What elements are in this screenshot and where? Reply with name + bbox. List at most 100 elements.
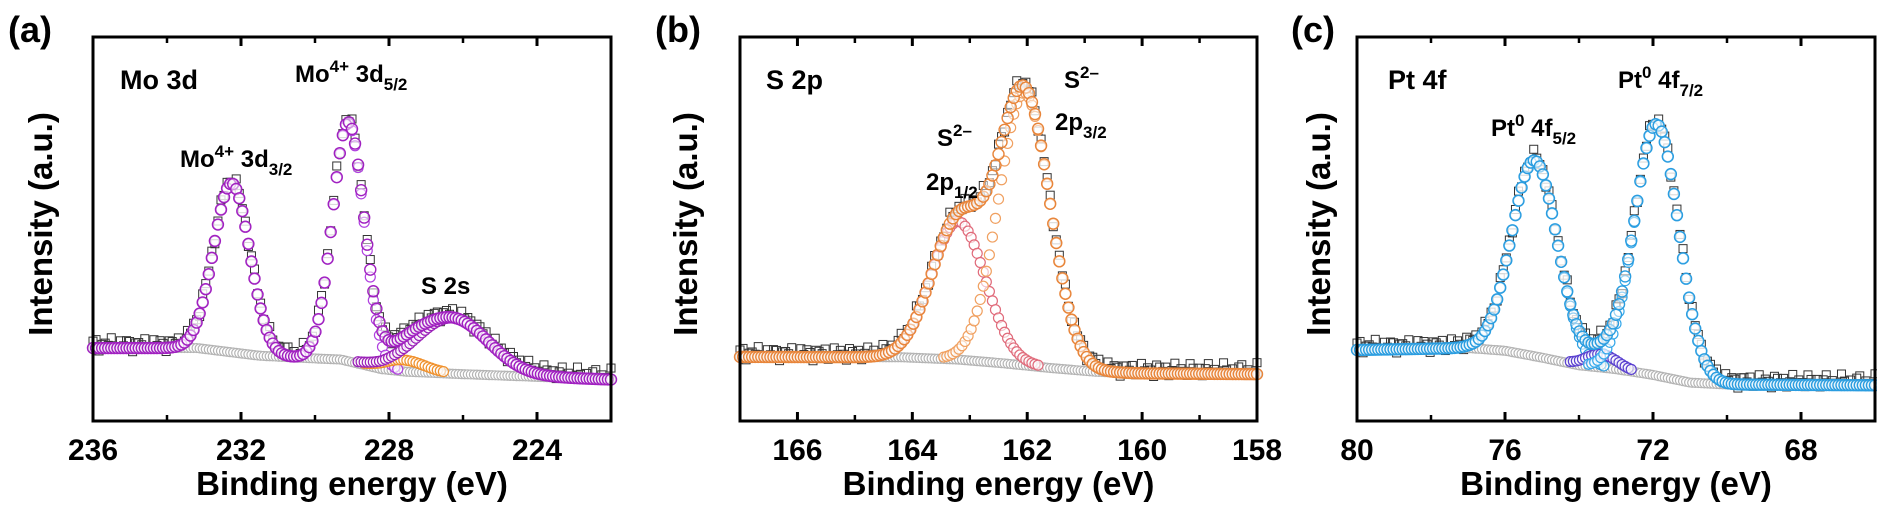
envelope-point <box>370 302 383 315</box>
envelope-point <box>995 135 1008 149</box>
x-tick-label: 166 <box>772 434 822 467</box>
x-tick-label: 80 <box>1340 434 1373 467</box>
fit-component-3 <box>1582 118 1732 389</box>
envelope-point <box>1609 308 1623 321</box>
envelope-point <box>1050 236 1063 250</box>
raw-data-point <box>557 362 567 372</box>
envelope-point <box>1059 287 1072 300</box>
raw-data-series <box>735 76 1262 381</box>
plot-frame <box>91 35 613 423</box>
envelope-point <box>1056 272 1069 285</box>
envelope-point <box>315 296 328 310</box>
annotation-subscript: 5/2 <box>384 75 408 94</box>
envelope-point <box>364 263 377 276</box>
envelope-point <box>321 252 334 265</box>
fit-envelope-series <box>86 116 618 386</box>
annotation-base: S <box>1064 67 1080 94</box>
envelope-point <box>1031 122 1045 135</box>
envelope-point <box>1561 285 1574 298</box>
annotation-base: 2p <box>1055 109 1083 136</box>
annotation-base: S 2s <box>421 273 470 300</box>
envelope-point <box>1509 208 1522 222</box>
envelope-point <box>1554 255 1568 268</box>
envelope-point <box>1065 313 1078 326</box>
envelope-point <box>1628 214 1641 228</box>
x-axis-label: Binding energy (eV) <box>196 465 508 502</box>
envelope-point <box>1640 141 1653 155</box>
envelope-point <box>1515 181 1528 194</box>
annotation-orbital: 3d <box>234 146 269 173</box>
annotation-base: Pt <box>1618 67 1642 94</box>
x-tick-label: 228 <box>364 434 414 467</box>
envelope-point <box>312 312 325 326</box>
x-axis-label: Binding energy (eV) <box>1460 465 1772 502</box>
envelope-point <box>1621 253 1635 266</box>
envelope-point <box>1673 230 1687 244</box>
raw-data-point <box>332 161 342 171</box>
envelope-point <box>1667 187 1681 201</box>
envelope-point <box>1047 217 1060 230</box>
envelope-point <box>357 211 371 224</box>
raw-data-point <box>1678 244 1688 254</box>
envelope-point <box>992 147 1005 161</box>
envelope-point <box>1692 334 1705 348</box>
peak-annotation: Mo4+ 3d5/2 <box>295 57 407 94</box>
envelope-point <box>1487 303 1501 316</box>
component-point <box>989 212 1002 224</box>
envelope-point <box>1676 252 1690 265</box>
envelope-point <box>1670 208 1684 222</box>
envelope-point <box>208 234 222 248</box>
envelope-point <box>1497 268 1510 281</box>
panel-c: 80 76 72 68 Binding energy (eV) Intensity (a.… <box>1291 9 1877 502</box>
envelope-point <box>1625 234 1638 247</box>
envelope-point <box>986 169 999 182</box>
envelope-point <box>1500 254 1513 267</box>
y-axis-label: Intensity (a.u.) <box>667 112 704 336</box>
x-tick-label: 224 <box>512 434 562 467</box>
raw-data-point <box>1529 144 1539 154</box>
envelope-point <box>1548 223 1562 236</box>
raw-data-point <box>106 333 116 343</box>
envelope-point <box>367 285 380 298</box>
panel-title: Mo 3d <box>120 65 198 95</box>
peak-annotation: Pt0 4f5/2 <box>1491 111 1576 148</box>
raw-data-point <box>1370 334 1380 344</box>
x-tick-label: 162 <box>1002 434 1052 467</box>
envelope-point <box>1689 322 1702 335</box>
raw-data-point <box>753 342 763 352</box>
component-point <box>986 231 999 243</box>
annotation-subscript: 3/2 <box>1083 123 1107 142</box>
envelope-point <box>1679 272 1693 285</box>
annotation-superscript: 0 <box>1515 111 1524 130</box>
annotation-subscript: 3/2 <box>269 160 293 179</box>
envelope-point <box>324 225 337 239</box>
raw-data-point <box>1185 359 1195 369</box>
envelope-point <box>1551 239 1565 252</box>
plot-frame <box>738 35 1259 423</box>
envelope-point <box>330 170 343 184</box>
envelope-point <box>251 288 264 301</box>
envelope-point <box>348 137 362 150</box>
envelope-point <box>1618 270 1632 283</box>
component-point <box>1032 359 1044 371</box>
envelope-point <box>1615 285 1629 298</box>
x-tick-label: 158 <box>1232 434 1282 467</box>
envelope-point <box>1685 307 1699 321</box>
annotation-subscript: 7/2 <box>1679 81 1703 100</box>
envelope-point <box>345 122 359 136</box>
envelope-point <box>1512 194 1525 207</box>
raw-data-point <box>1219 358 1229 368</box>
fit-envelope-series <box>1350 118 1877 392</box>
raw-data-point <box>572 362 582 372</box>
component-point <box>980 265 992 277</box>
x-tick-label: 232 <box>216 434 266 467</box>
envelope-point <box>248 272 261 285</box>
x-axis-label: Binding energy (eV) <box>843 465 1155 502</box>
panel-title: Pt 4f <box>1388 65 1448 95</box>
raw-data-point <box>1836 369 1846 379</box>
annotation-superscript: 4+ <box>330 57 349 76</box>
envelope-point <box>1631 194 1644 208</box>
panel-label: (c) <box>1291 9 1335 50</box>
annotation-subscript: 5/2 <box>1552 129 1576 148</box>
